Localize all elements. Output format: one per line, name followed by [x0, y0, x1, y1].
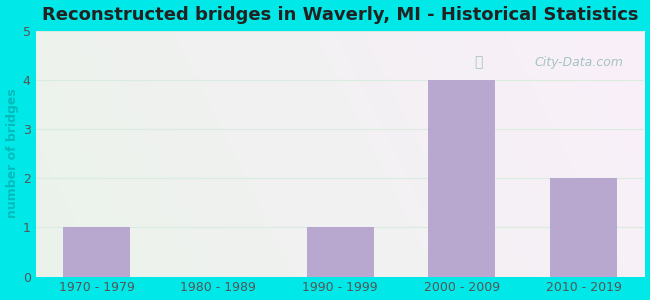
Title: Reconstructed bridges in Waverly, MI - Historical Statistics: Reconstructed bridges in Waverly, MI - H… — [42, 6, 638, 24]
Bar — [550, 178, 617, 277]
Bar — [307, 227, 374, 277]
Bar — [63, 227, 130, 277]
Text: Ⓢ: Ⓢ — [474, 56, 482, 70]
Text: City-Data.com: City-Data.com — [534, 56, 623, 69]
Bar — [428, 80, 495, 277]
Y-axis label: number of bridges: number of bridges — [6, 89, 19, 218]
